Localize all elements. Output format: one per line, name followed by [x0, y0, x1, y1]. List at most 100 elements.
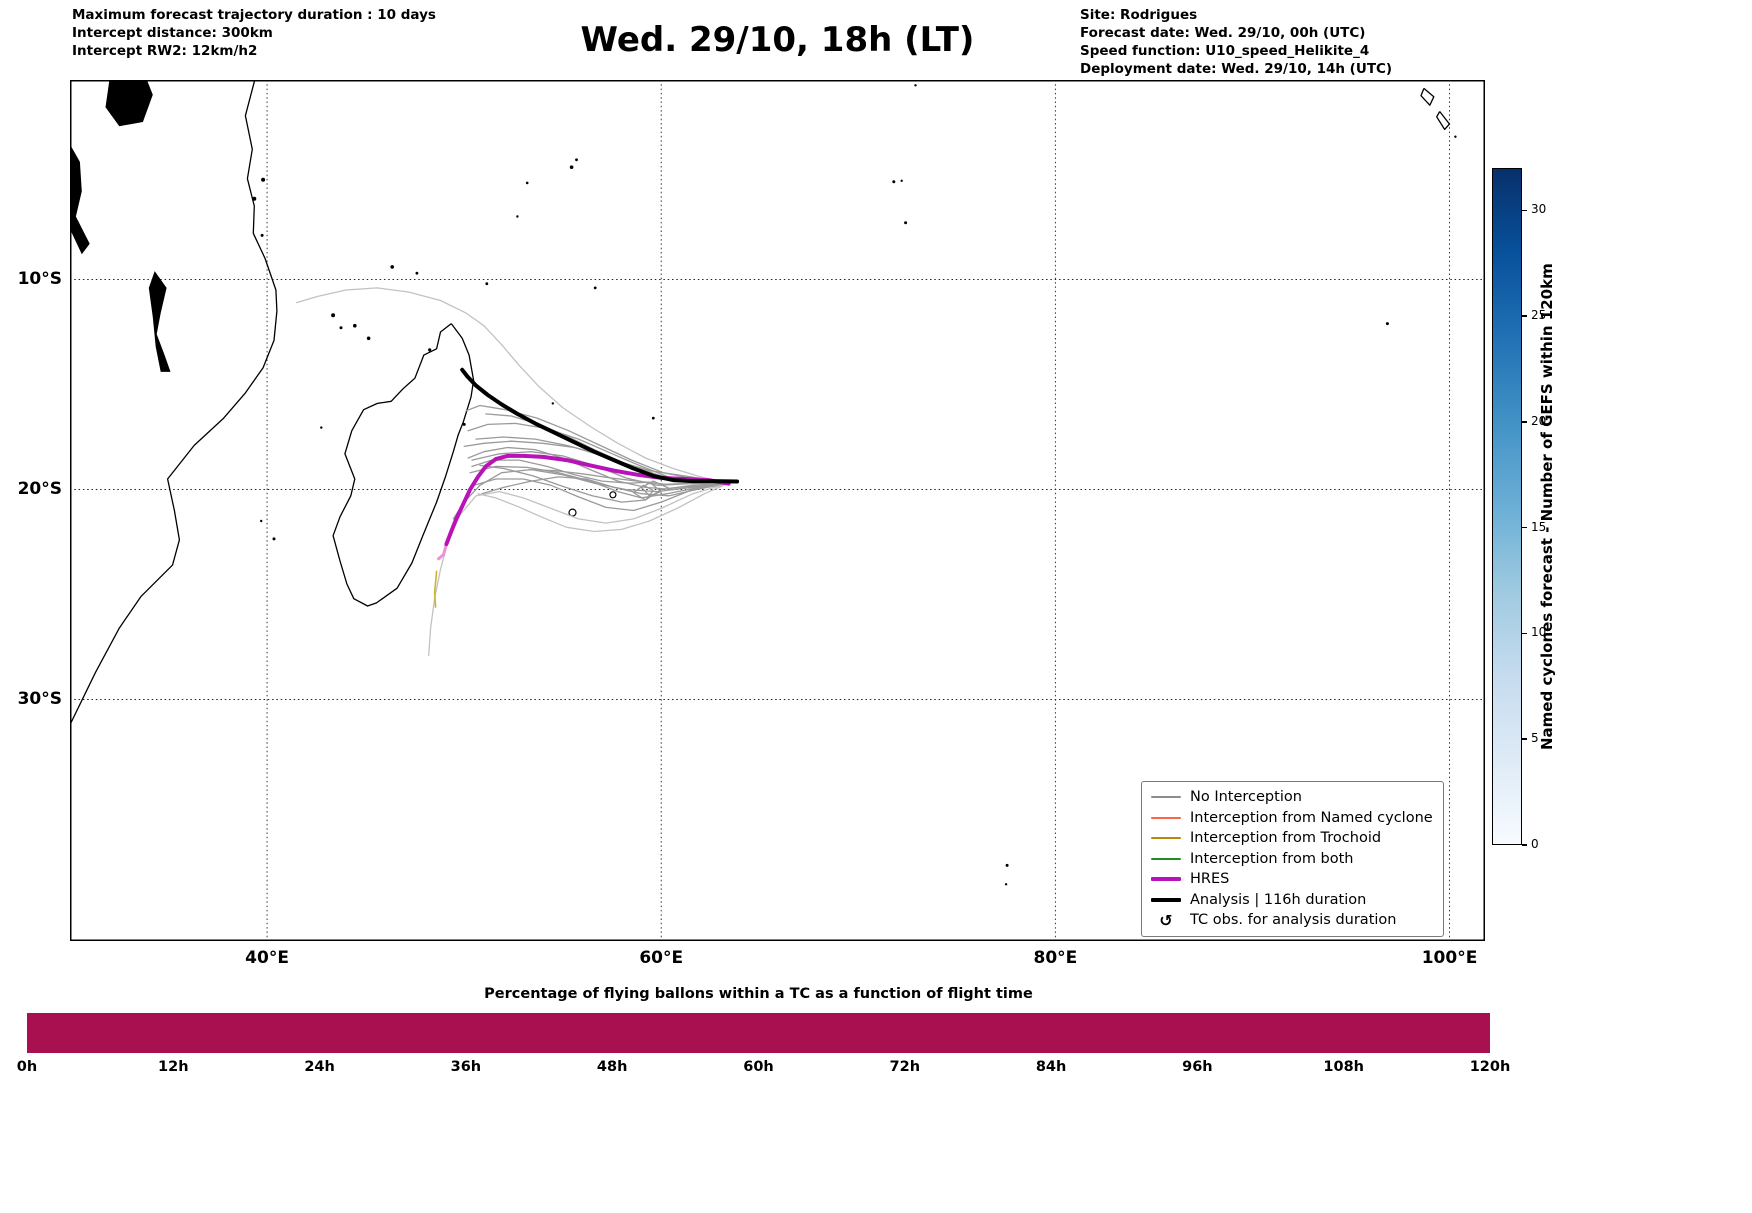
colorbar-tick-mark	[1522, 738, 1527, 740]
colorbar-tick-mark	[1522, 632, 1527, 635]
legend-item-label: No Interception	[1190, 789, 1302, 806]
island	[651, 416, 655, 420]
colorbar-tick-label: 0	[1531, 837, 1539, 851]
legend-line-sample	[1151, 857, 1181, 860]
colorbar-tick-mark	[1522, 421, 1527, 423]
trajectory-trochoid-segment	[433, 570, 438, 608]
time-tick-label: 72h	[889, 1059, 921, 1075]
rotate-arrow-icon: ↺	[1159, 910, 1173, 930]
legend-item-label: Interception from both	[1190, 850, 1354, 867]
legend-line-sample	[1151, 837, 1181, 840]
colorbar-tick-mark	[1522, 209, 1527, 212]
legend-line-swatch	[1151, 877, 1181, 882]
legend-item-label: TC obs. for analysis duration	[1190, 912, 1397, 929]
lake	[105, 80, 153, 127]
time-tick-label: 108h	[1323, 1059, 1364, 1075]
coastline	[1420, 87, 1435, 106]
island	[366, 336, 371, 341]
plot-title: Wed. 29/10, 18h (LT)	[580, 20, 975, 60]
x-tick-label: 100°E	[1421, 948, 1478, 968]
island	[353, 323, 357, 328]
colorbar-tick-label: 5	[1531, 731, 1539, 746]
info-site: Site: Rodrigues	[1080, 7, 1198, 23]
x-tick-label: 60°E	[639, 948, 684, 968]
legend-line-sample	[1151, 877, 1181, 882]
colorbar-label: Named cyclones forecast - Number of GEFS…	[1538, 263, 1556, 750]
info-intercept-distance: Intercept distance: 300km	[72, 25, 273, 41]
info-max-duration: Maximum forecast trajectory duration : 1…	[72, 7, 436, 23]
legend-item-label: HRES	[1190, 871, 1230, 888]
legend-item-label: Interception from Named cyclone	[1190, 809, 1433, 826]
bar-segment	[27, 1013, 1490, 1053]
legend-line-sample	[1151, 796, 1181, 799]
x-tick-label: 40°E	[245, 948, 289, 968]
legend-item-analysis: Analysis | 116h duration	[1151, 890, 1443, 911]
lake	[70, 144, 90, 255]
island	[551, 402, 554, 405]
header-info-right: Site: Rodrigues Forecast date: Wed. 29/1…	[1080, 6, 1392, 78]
map-area	[70, 80, 1485, 941]
island	[900, 179, 903, 182]
trajectory-gefs-member-3	[469, 465, 730, 499]
island	[339, 326, 343, 330]
legend: No Interception Interception from Named c…	[1141, 781, 1444, 937]
trajectory-gefs-member-12	[481, 476, 730, 497]
island	[516, 215, 519, 218]
info-forecast-date: Forecast date: Wed. 29/10, 00h (UTC)	[1080, 25, 1366, 41]
coastline	[70, 80, 278, 725]
legend-line-swatch	[1151, 857, 1181, 860]
island	[1004, 883, 1008, 886]
island	[485, 282, 489, 286]
legend-item-no-interception: No Interception	[1151, 787, 1443, 808]
island	[569, 165, 574, 169]
colorbar-tick-label: 15	[1531, 519, 1547, 534]
trajectory-gefs-member-7	[473, 478, 730, 512]
map-plot	[70, 80, 1485, 941]
y-tick-label: 10°S	[17, 268, 62, 289]
island	[525, 181, 529, 185]
info-intercept-rw2: Intercept RW2: 12km/h2	[72, 43, 258, 59]
trajectory-gefs-member-16-south	[428, 482, 730, 657]
time-tick-label: 48h	[596, 1059, 628, 1075]
island	[1454, 135, 1457, 138]
island	[260, 233, 264, 237]
trajectory-gefs-member-5	[465, 404, 730, 484]
time-tick-label: 12h	[158, 1059, 189, 1075]
trajectory-gefs-member-15-north	[295, 287, 730, 484]
legend-line-sample	[1151, 816, 1181, 819]
island	[260, 519, 263, 523]
time-tick-label: 84h	[1035, 1059, 1067, 1075]
legend-item-tc-obs: ↺ TC obs. for analysis duration	[1151, 910, 1443, 931]
colorbar-tick-mark	[1522, 315, 1527, 317]
y-tick-label: 30°S	[17, 688, 62, 709]
colorbar-tick-label: 25	[1531, 308, 1547, 323]
lake	[148, 271, 171, 372]
time-tick-label: 36h	[450, 1059, 482, 1075]
island	[462, 422, 466, 426]
island	[331, 313, 336, 318]
trajectory-gefs-member-9	[471, 459, 730, 497]
coastline	[1436, 111, 1451, 131]
y-tick-label: 20°S	[17, 478, 62, 499]
island	[904, 221, 908, 225]
bottom-chart-title: Percentage of flying ballons within a TC…	[484, 986, 1033, 1002]
legend-line-swatch	[1151, 837, 1181, 840]
legend-line-swatch	[1151, 816, 1181, 819]
coastline	[332, 323, 475, 607]
time-tick-label: 60h	[743, 1059, 774, 1075]
trajectory-gefs-member-13	[452, 468, 730, 520]
island	[272, 537, 276, 541]
header-info-left: Maximum forecast trajectory duration : 1…	[72, 6, 436, 60]
island	[261, 177, 266, 182]
balloon-bar-chart	[27, 1013, 1490, 1053]
island	[914, 84, 917, 87]
island	[609, 491, 617, 499]
tc-obs-icon: ↺	[1151, 911, 1181, 930]
x-tick-label: 80°E	[1033, 948, 1078, 968]
island	[575, 158, 578, 162]
legend-item-interception-both: Interception from both	[1151, 849, 1443, 870]
island	[892, 180, 896, 184]
island	[390, 265, 395, 269]
legend-item-label: Interception from Trochoid	[1190, 830, 1382, 847]
